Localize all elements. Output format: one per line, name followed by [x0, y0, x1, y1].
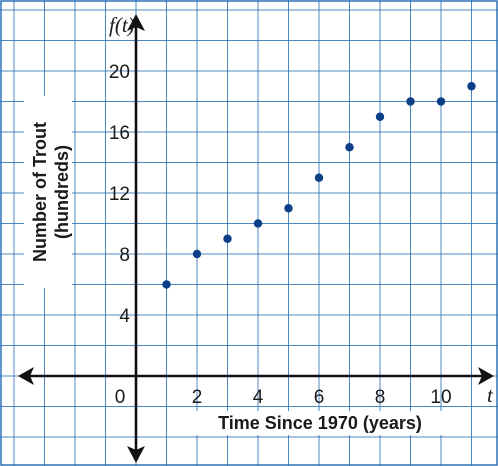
data-point — [467, 82, 476, 91]
x-axis-arrow-right — [478, 367, 494, 385]
y-axis-units: (hundreds) — [52, 145, 72, 239]
x-axis-title: Time Since 1970 (years) — [218, 413, 422, 433]
y-axis-arrow-down — [127, 446, 145, 463]
x-tick-label: 2 — [192, 387, 203, 408]
x-tick-label: 4 — [253, 387, 264, 408]
data-point — [284, 204, 293, 213]
x-tick-label: 6 — [314, 387, 325, 408]
data-point — [436, 97, 446, 106]
y-axis-arrow-up — [127, 14, 145, 31]
axis-titles: f(t) t Time Since 1970 (years) Number of… — [24, 13, 494, 435]
y-tick-label: 4 — [119, 306, 130, 327]
x-tick-label: 0 — [115, 387, 126, 408]
x-axis-variable: t — [487, 383, 494, 407]
axes — [18, 14, 494, 463]
data-point — [406, 97, 415, 106]
y-axis-variable: f(t) — [109, 13, 135, 37]
y-axis-title: Number of Trout — [30, 122, 50, 262]
data-points — [162, 82, 476, 289]
data-point — [345, 143, 354, 152]
x-tick-label: 8 — [375, 387, 386, 408]
data-point — [314, 173, 324, 182]
y-tick-label: 20 — [109, 62, 130, 83]
data-point — [253, 219, 263, 228]
x-axis-title-background — [180, 411, 460, 435]
y-tick-label: 12 — [109, 184, 130, 205]
y-tick-label: 16 — [109, 123, 130, 144]
x-tick-label: 10 — [430, 387, 451, 408]
data-point — [223, 234, 232, 243]
data-point — [192, 249, 202, 259]
y-axis-title-background — [24, 96, 72, 288]
data-point — [162, 280, 171, 289]
tick-labels: 0 2 4 6 8 10 4 8 12 16 20 — [109, 62, 452, 408]
y-tick-label: 8 — [119, 245, 130, 266]
data-point — [375, 112, 385, 121]
x-axis-arrow-left — [18, 367, 34, 385]
